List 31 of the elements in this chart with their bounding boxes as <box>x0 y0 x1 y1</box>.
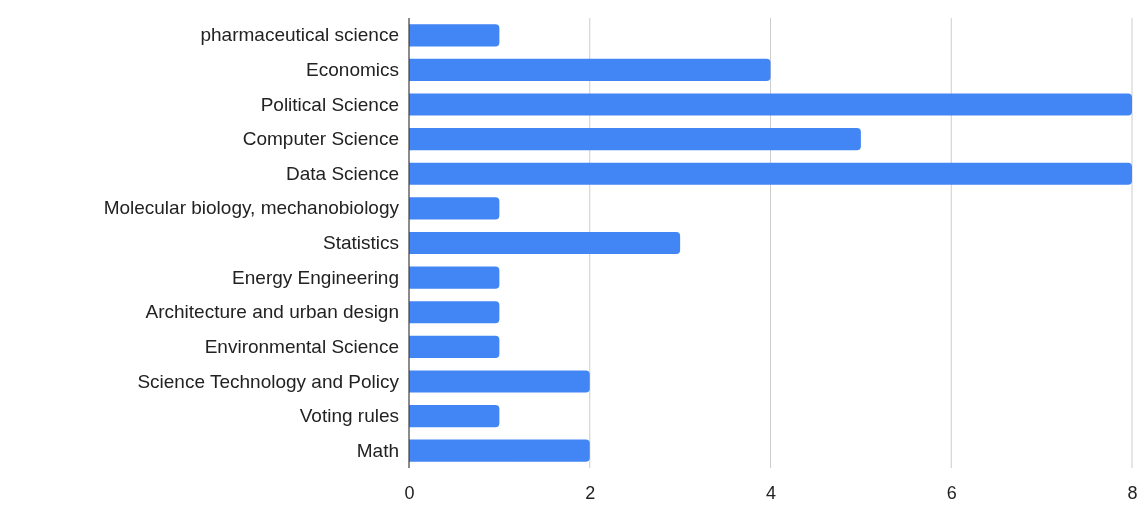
bar <box>409 405 500 428</box>
bar <box>409 93 1132 116</box>
y-tick-label: Voting rules <box>299 405 399 427</box>
x-tick-label: 8 <box>1127 482 1138 503</box>
bar <box>409 58 771 81</box>
bar <box>409 162 1132 185</box>
bar <box>409 301 500 324</box>
x-tick-label: 4 <box>765 482 777 503</box>
y-tick-label: Science Technology and Policy <box>137 370 400 392</box>
bar <box>409 24 500 47</box>
x-tick-label: 0 <box>404 482 415 503</box>
bar <box>409 439 590 462</box>
y-tick-label: Energy Engineering <box>232 266 399 288</box>
y-tick-label: Molecular biology, mechanobiology <box>103 197 400 219</box>
y-tick-label: Economics <box>306 59 399 80</box>
bar <box>409 335 500 358</box>
y-tick-label: pharmaceutical science <box>200 24 399 46</box>
bar <box>409 370 590 393</box>
bar <box>409 231 681 255</box>
y-tick-label: Environmental Science <box>204 335 399 357</box>
y-tick-label: Data Science <box>285 162 399 184</box>
y-tick-label: Political Science <box>260 93 399 115</box>
y-tick-label: Math <box>356 439 399 461</box>
bar <box>409 197 500 220</box>
y-tick-label: Architecture and urban design <box>145 301 399 323</box>
bar <box>409 128 861 151</box>
bar <box>409 266 500 289</box>
y-tick-label: Computer Science <box>242 128 399 150</box>
x-tick-label: 6 <box>946 482 957 503</box>
x-tick-label: 2 <box>585 482 596 503</box>
y-tick-label: Statistics <box>322 232 399 254</box>
